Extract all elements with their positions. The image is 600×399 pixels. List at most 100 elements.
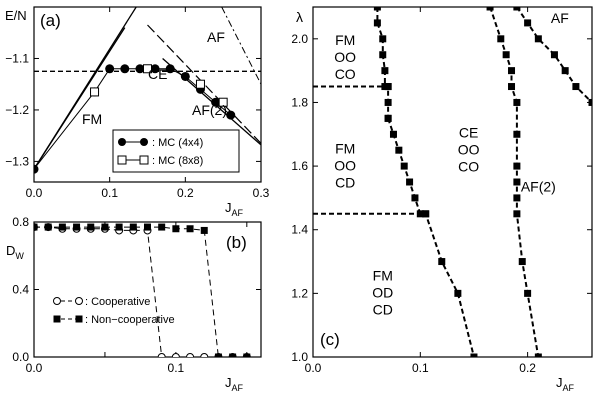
panel-b-legend: : Cooperative : Non−cooperative bbox=[53, 296, 175, 326]
panel-a-frame bbox=[33, 6, 262, 183]
data-point bbox=[90, 87, 100, 97]
data-point bbox=[406, 178, 414, 186]
y-tick-label: −1.2 bbox=[5, 103, 29, 117]
data-point bbox=[200, 353, 209, 357]
data-point bbox=[34, 223, 38, 231]
panel-c-frame bbox=[312, 6, 593, 358]
x-tick-label: 0.0 bbox=[26, 186, 43, 200]
panel-b: 0.0 0.1 0.0 0.4 0.8 (b) DW JAF : Cooperative… bbox=[6, 215, 262, 393]
phase-label: CO bbox=[458, 158, 479, 174]
data-point bbox=[44, 223, 52, 231]
data-point bbox=[165, 64, 175, 74]
data-point bbox=[129, 223, 137, 231]
data-point bbox=[180, 71, 190, 81]
y-tick-label: 1.0 bbox=[291, 350, 308, 364]
data-point bbox=[87, 223, 95, 231]
phase-label: FM bbox=[373, 268, 393, 284]
y-tick-label: 0.8 bbox=[12, 215, 29, 229]
data-point bbox=[158, 223, 166, 231]
data-point bbox=[384, 114, 392, 122]
x-tick-label: 0.2 bbox=[177, 186, 194, 200]
data-point bbox=[422, 210, 430, 218]
data-point bbox=[524, 289, 532, 297]
panel-b-label: (b) bbox=[226, 233, 247, 252]
x-tick-label: 0.1 bbox=[101, 186, 118, 200]
phase-label: OO bbox=[458, 141, 480, 157]
data-point bbox=[115, 223, 123, 231]
phase-label: OO bbox=[334, 49, 356, 65]
panel-a-ylabel: E/N bbox=[5, 8, 27, 23]
series-line-noncooperative bbox=[34, 226, 247, 357]
legend-marker-mc4-right bbox=[140, 138, 148, 146]
data-point bbox=[411, 194, 419, 202]
data-point bbox=[572, 83, 580, 91]
data-point bbox=[120, 64, 130, 74]
data-point bbox=[101, 223, 109, 231]
data-point bbox=[58, 223, 66, 231]
data-point bbox=[400, 162, 408, 170]
data-point bbox=[534, 35, 542, 43]
panel-c: 0.0 0.1 0.21.01.21.41.61.82.0 FMOOCOFMOOCD… bbox=[291, 6, 593, 393]
data-point bbox=[438, 258, 446, 266]
annotation-af2: AF(2) bbox=[192, 102, 227, 118]
phase-label: CD bbox=[373, 302, 393, 318]
panel-c-label: (c) bbox=[320, 330, 340, 349]
data-point bbox=[550, 51, 558, 59]
data-point bbox=[73, 223, 81, 231]
phase-label: OD bbox=[372, 285, 393, 301]
data-point bbox=[150, 64, 160, 74]
phase-label: FM bbox=[335, 32, 355, 48]
phase-boundary bbox=[489, 7, 540, 357]
data-point bbox=[508, 83, 516, 91]
data-point bbox=[454, 289, 462, 297]
data-point bbox=[211, 97, 221, 107]
legend-marker-mc4-left bbox=[118, 138, 126, 146]
data-point bbox=[143, 64, 152, 74]
data-point bbox=[513, 7, 521, 11]
y-tick-label: 0.4 bbox=[12, 283, 29, 297]
data-point bbox=[373, 19, 381, 27]
data-point bbox=[218, 97, 228, 107]
data-point bbox=[379, 35, 387, 43]
legend-marker-coop-left bbox=[53, 297, 61, 305]
legend-marker-mc8-left bbox=[117, 155, 127, 165]
data-point bbox=[200, 226, 208, 234]
data-point bbox=[379, 51, 387, 59]
y-tick-label: 1.8 bbox=[291, 95, 308, 109]
data-point bbox=[513, 98, 521, 106]
y-tick-label: −1.3 bbox=[5, 154, 29, 168]
data-point bbox=[513, 210, 521, 218]
panel-c-ylabel: λ bbox=[296, 9, 303, 25]
y-tick-label: 1.2 bbox=[291, 286, 308, 300]
data-point bbox=[470, 353, 478, 357]
data-point bbox=[226, 110, 236, 120]
data-point bbox=[513, 162, 521, 170]
panel-b-ticks: 0.0 0.1 0.0 0.4 0.8 bbox=[12, 215, 261, 375]
annotation-af: AF bbox=[207, 29, 225, 45]
phase-label: FM bbox=[335, 140, 355, 156]
data-point bbox=[561, 67, 569, 75]
panel-a-ticks: 0.0 0.1 0.2 0.3 −1.3 −1.2 −1.1 bbox=[5, 7, 270, 200]
annotation-fm: FM bbox=[82, 111, 102, 127]
legend-marker-noncoop-left bbox=[53, 315, 61, 323]
legend-label-mc8: : MC (8x8) bbox=[152, 155, 203, 167]
legend-box bbox=[112, 129, 240, 173]
data-point bbox=[144, 223, 151, 231]
panel-c-xlabel: JAF bbox=[556, 375, 575, 393]
data-point bbox=[373, 7, 381, 11]
data-point bbox=[513, 130, 521, 138]
data-point bbox=[534, 353, 542, 357]
data-point bbox=[588, 98, 592, 106]
energy-line-fm-2 bbox=[34, 27, 126, 170]
data-point bbox=[381, 67, 389, 75]
y-tick-label: 2.0 bbox=[291, 32, 308, 46]
panel-a-legend: : MC (4x4) : MC (8x8) bbox=[112, 129, 240, 173]
energy-line-af bbox=[221, 7, 261, 85]
legend-marker-coop-right bbox=[75, 297, 83, 305]
data-point bbox=[172, 225, 180, 233]
phase-label: AF(2) bbox=[521, 179, 556, 195]
data-point bbox=[513, 178, 521, 186]
data-point bbox=[195, 79, 205, 89]
